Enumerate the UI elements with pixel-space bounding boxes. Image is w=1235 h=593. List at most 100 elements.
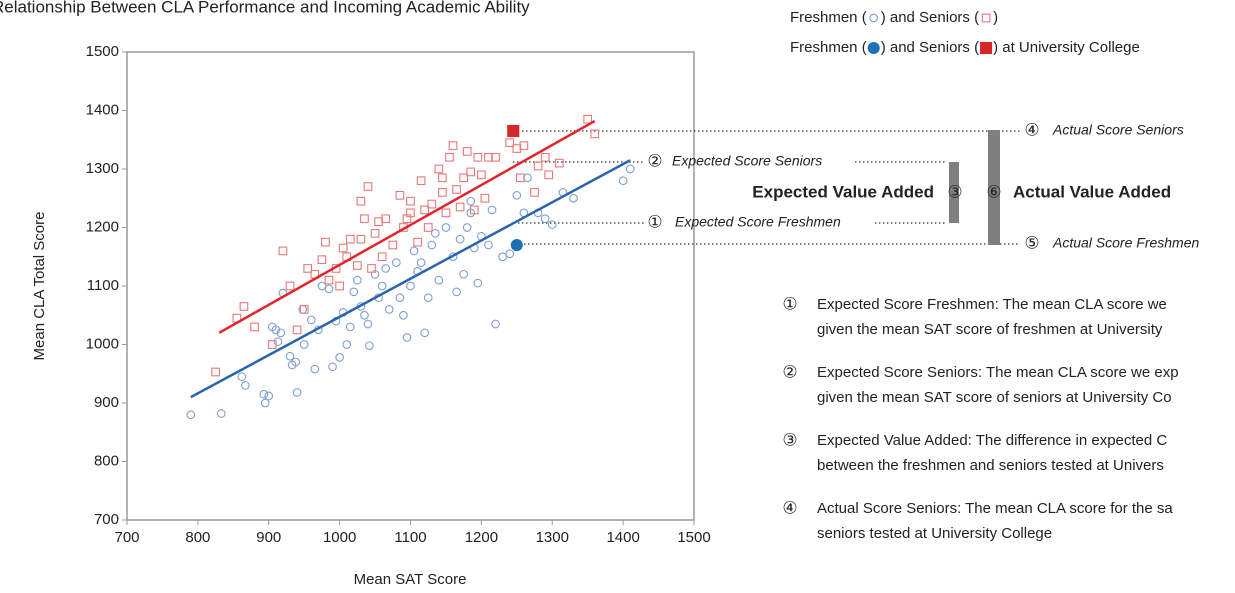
point (491, 319, 500, 329)
annotation-label: Actual Value Added (1013, 182, 1171, 201)
point (434, 275, 444, 285)
point (498, 252, 507, 262)
point (321, 237, 330, 247)
point (370, 229, 380, 238)
y-axis-title: Mean CLA Total Score (31, 212, 48, 361)
point (335, 353, 344, 362)
point (448, 141, 458, 150)
y-tick-label: 1500 (86, 43, 119, 60)
point (338, 243, 348, 253)
point (466, 196, 476, 206)
y-tick-label: 1000 (86, 335, 119, 352)
chart-title: Relationship Between CLA Performance and… (0, 0, 530, 16)
annotation-number: ⑥ (986, 182, 1001, 201)
point (241, 381, 250, 390)
point (324, 275, 334, 285)
y-tick-label: 1200 (86, 218, 119, 235)
point (381, 214, 391, 224)
point (438, 188, 447, 197)
point (505, 138, 515, 148)
x-axis-title: Mean SAT Score (354, 571, 467, 588)
point (291, 357, 301, 367)
point (491, 152, 500, 162)
annotation-label: Expected Score Seniors (672, 153, 822, 169)
legend-marker (867, 41, 880, 55)
point (625, 164, 635, 174)
y-tick-label: 1100 (87, 277, 119, 294)
legend-marker (869, 13, 879, 23)
actual-bar (988, 130, 1000, 245)
annotation-number: ⑤ (1024, 233, 1039, 252)
point (484, 152, 493, 162)
point (317, 281, 327, 291)
point (356, 234, 366, 244)
annotation-label: Actual Score Seniors (1052, 122, 1184, 138)
legend-text: ) and Seniors ( (881, 39, 979, 56)
annotation-number: ② (647, 151, 662, 170)
point (237, 372, 247, 382)
point (345, 322, 355, 332)
point (342, 340, 352, 349)
point (473, 152, 483, 162)
point (352, 261, 362, 270)
point (516, 173, 525, 183)
note-text: given the mean SAT score of seniors at U… (817, 389, 1172, 406)
annotation-number: ① (647, 212, 662, 231)
annotation-number: ④ (1024, 120, 1039, 139)
point (273, 337, 283, 346)
point (250, 322, 259, 332)
point (328, 362, 337, 372)
point (487, 205, 497, 215)
y-tick-label: 800 (94, 452, 119, 469)
note-number: ③ (782, 430, 797, 449)
point (285, 351, 295, 361)
point (363, 182, 373, 191)
point (317, 255, 327, 265)
point (306, 315, 316, 325)
x-tick-label: 800 (185, 529, 210, 546)
point (276, 328, 286, 338)
point (462, 223, 472, 232)
point (533, 161, 543, 171)
point (452, 185, 461, 194)
point (356, 196, 366, 206)
point (459, 269, 469, 279)
note-number: ④ (782, 498, 797, 517)
point (441, 208, 451, 218)
point (264, 391, 274, 401)
y-tick-label: 1300 (86, 160, 119, 177)
note-text: given the mean SAT score of freshmen at … (817, 321, 1163, 338)
note-number: ① (782, 294, 797, 313)
point (583, 114, 593, 124)
x-tick-label: 900 (256, 529, 281, 546)
point (335, 281, 344, 291)
point (409, 246, 419, 256)
point (434, 164, 444, 174)
x-tick-label: 700 (114, 529, 139, 546)
point (427, 240, 437, 250)
note-text: Expected Score Seniors: The mean CLA sco… (817, 364, 1179, 381)
point (484, 240, 493, 250)
x-tick-label: 1500 (677, 529, 710, 546)
point (547, 220, 557, 229)
point (406, 196, 415, 206)
expected-bar (949, 162, 959, 223)
point (512, 190, 522, 200)
point (530, 188, 539, 197)
point (540, 152, 550, 162)
note-number: ② (782, 362, 797, 381)
point (406, 281, 415, 291)
point (239, 302, 249, 311)
note-text: between the freshmen and seniors tested … (817, 457, 1164, 474)
point (477, 170, 486, 180)
point (352, 275, 362, 285)
annotation-label: Expected Value Added (752, 182, 934, 201)
x-tick-label: 1100 (394, 529, 426, 546)
point (345, 234, 355, 244)
point (349, 287, 359, 297)
annotation-number: ③ (947, 182, 962, 201)
point (303, 264, 313, 273)
trend-line (190, 159, 631, 399)
point (466, 167, 476, 177)
